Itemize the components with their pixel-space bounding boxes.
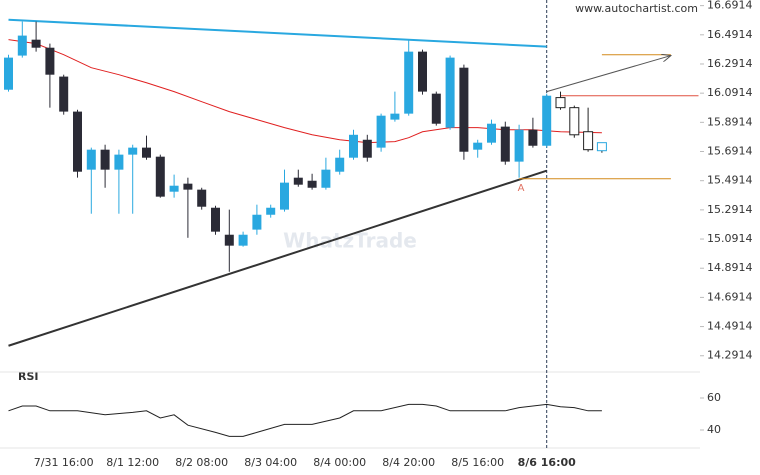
candle-body	[514, 129, 524, 162]
x-tick-label: 8/5 16:00	[451, 456, 504, 469]
y-tick-label: 15.4914	[707, 174, 753, 187]
x-tick-label: 8/6 16:00	[518, 456, 577, 469]
candle-body	[335, 157, 345, 172]
pattern-label: A	[518, 183, 525, 194]
trend-line	[8, 169, 548, 347]
y-tick-label: 16.2914	[707, 57, 753, 70]
candle-body	[59, 76, 69, 112]
candle-body	[473, 142, 483, 150]
candle-body	[280, 182, 289, 210]
candle-body	[169, 185, 179, 192]
candle-body	[4, 57, 13, 90]
source: www.autochartist.com	[575, 2, 698, 15]
rsi-tick-label: 60	[707, 391, 721, 404]
y-tick-label: 15.0914	[707, 232, 753, 245]
candle-body	[73, 111, 82, 172]
candle-body	[114, 154, 124, 170]
candle-body	[266, 207, 276, 215]
trend-line	[8, 18, 547, 48]
candle-body	[142, 147, 151, 158]
candle-body	[349, 134, 358, 158]
candle-body	[418, 51, 427, 92]
y-tick-label: 16.6914	[707, 0, 753, 12]
candle-body	[431, 93, 441, 124]
candle-body	[376, 115, 386, 148]
candle-body	[500, 126, 510, 162]
x-tick-label: 8/1 12:00	[106, 456, 159, 469]
y-tick-label: 16.4914	[707, 28, 753, 41]
candle-body	[362, 139, 372, 158]
x-tick-label: 8/3 04:00	[244, 456, 297, 469]
candle-body	[542, 95, 552, 146]
y-tick-label: 14.6914	[707, 290, 753, 303]
rsi-tick-label: 40	[707, 423, 721, 436]
candle-body	[155, 156, 165, 197]
forecast-body	[583, 131, 594, 151]
candle-body	[128, 147, 138, 155]
candle-body	[197, 189, 207, 207]
y-tick-label: 16.0914	[707, 86, 753, 99]
candle-body	[459, 67, 469, 152]
rsi-line	[8, 403, 602, 437]
candle-body	[211, 207, 220, 232]
y-tick-label: 15.8914	[707, 115, 753, 128]
y-tick-label: 14.2914	[707, 349, 753, 362]
y-tick-label: 15.6914	[707, 145, 753, 158]
candle-body	[224, 234, 234, 246]
forecast-body	[555, 97, 566, 109]
candle-body	[238, 234, 248, 246]
candle-body	[100, 149, 110, 170]
moving-average	[8, 39, 602, 144]
forecast-arrow	[546, 56, 671, 93]
candle-body	[404, 51, 414, 114]
x-tick-label: 8/4 20:00	[382, 456, 435, 469]
candle-body	[86, 149, 96, 170]
y-tick-label: 15.2914	[707, 203, 753, 216]
x-tick-label: 8/4 00:00	[313, 456, 366, 469]
candle-body	[31, 39, 41, 48]
candle-body	[487, 123, 496, 143]
candle-body	[528, 129, 538, 146]
candle-body	[390, 113, 400, 120]
candle-body	[252, 214, 262, 230]
candle-body	[445, 57, 455, 128]
candle-body	[293, 177, 303, 185]
forecast-body	[596, 142, 607, 152]
candle-body	[307, 180, 317, 188]
x-tick-label: 7/31 16:00	[34, 456, 94, 469]
candle-body	[183, 183, 193, 190]
y-tick-label: 14.4914	[707, 320, 753, 333]
candle-body	[45, 47, 55, 75]
y-tick-label: 14.8914	[707, 261, 753, 274]
x-tick-label: 8/2 08:00	[175, 456, 228, 469]
candle-body	[321, 169, 331, 188]
forecast-body	[569, 107, 580, 136]
rsi-title: RSI	[18, 370, 39, 383]
candle-body	[17, 35, 27, 56]
